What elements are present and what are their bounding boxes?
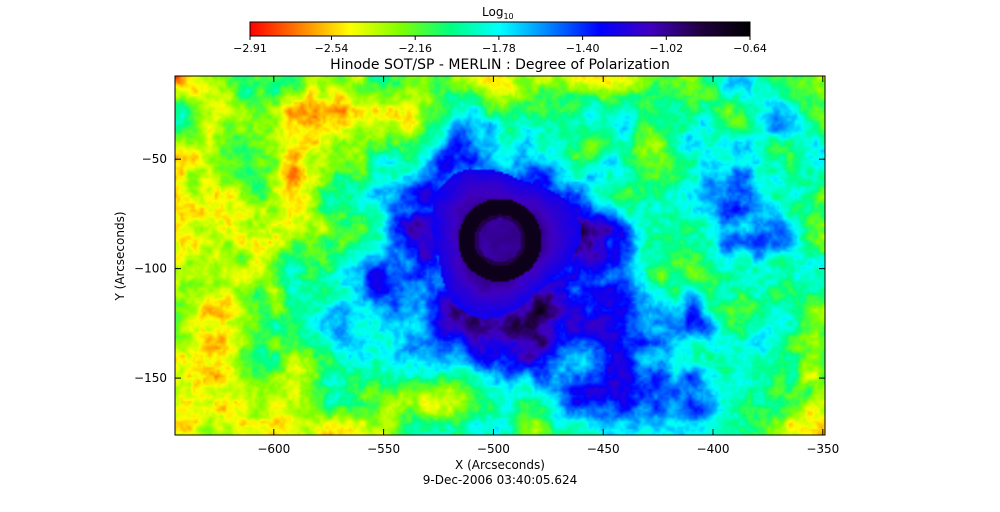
- x-tick-label: −550: [367, 442, 400, 456]
- x-tick-label: −600: [257, 442, 290, 456]
- x-tick-label: −500: [477, 442, 510, 456]
- colorbar-ticks: −2.91 −2.54 −2.16 −1.78 −1.40 −1.02 −0.64: [233, 36, 767, 55]
- colorbar-tick-label: −2.16: [398, 42, 432, 55]
- colorbar: Log10 −2.91 −2.54 −2.16 −1.78 −1.40 −1.02 −0.6…: [233, 5, 767, 55]
- colorbar-gradient: [249, 21, 751, 37]
- y-axis: −50 −100 −150: [134, 152, 825, 385]
- colorbar-label: Log10: [482, 5, 514, 21]
- colorbar-tick-label: −2.54: [315, 42, 349, 55]
- y-tick-label: −100: [134, 262, 167, 276]
- x-tick-label: −400: [697, 442, 730, 456]
- x-axis: −600 −550 −500 −450 −400 −350: [257, 76, 839, 456]
- colorbar-tick-label: −1.78: [482, 42, 516, 55]
- colorbar-tick-label: −2.91: [233, 42, 267, 55]
- colorbar-tick-label: −0.64: [733, 42, 767, 55]
- plot-area: −600 −550 −500 −450 −400 −350 −50 −100 −150: [134, 75, 839, 456]
- colorbar-tick-label: −1.40: [566, 42, 600, 55]
- y-axis-label: Y (Arcseconds): [113, 211, 127, 301]
- heatmap-image: [175, 76, 825, 435]
- timestamp: 9-Dec-2006 03:40:05.624: [423, 473, 577, 487]
- y-tick-label: −150: [134, 371, 167, 385]
- colorbar-tick-label: −1.02: [649, 42, 683, 55]
- x-tick-label: −450: [587, 442, 620, 456]
- x-axis-label: X (Arcseconds): [455, 458, 545, 472]
- chart-title: Hinode SOT/SP - MERLIN : Degree of Polar…: [330, 57, 670, 73]
- plot-frame: [174, 75, 826, 436]
- x-tick-label: −350: [806, 442, 839, 456]
- y-tick-label: −50: [142, 152, 167, 166]
